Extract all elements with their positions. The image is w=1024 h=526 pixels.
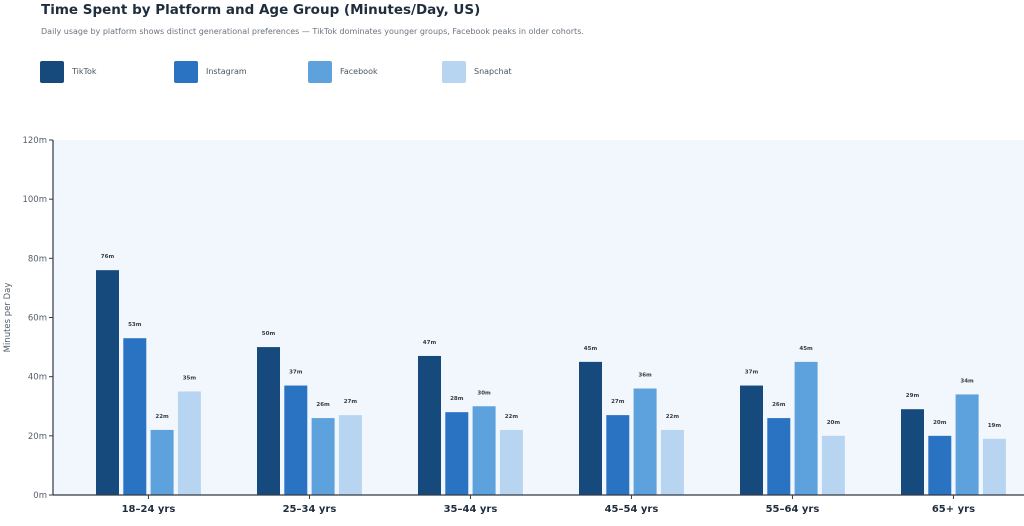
bar-instagram-55-64-yrs [767,418,791,495]
y-axis: 0m 20m 40m 60m 80m 100m 120m [22,136,53,501]
data-label-instagram-55-64-yrs: 26m [772,402,786,408]
data-label-tiktok-35-44-yrs: 47m [423,340,437,346]
bar-facebook-65-yrs [955,394,979,495]
bar-instagram-18-24-yrs [123,338,147,495]
legend-swatch-snapchat [442,61,466,83]
x-tick-label-35-44-yrs: 35–44 yrs [444,504,498,515]
y-tick-label: 60m [28,314,47,324]
data-label-snapchat-35-44-yrs: 22m [505,414,519,420]
x-tick-label-25-34-yrs: 25–34 yrs [283,504,337,515]
bar-snapchat-25-34-yrs [338,415,362,495]
x-tick-label-65-yrs: 65+ yrs [932,504,975,515]
data-labels: 76m 53m 22m 35m 50m 37m 26m 27m 47m 28m 30m 22m 45m 2… [101,254,1002,429]
y-tick-label: 0m [33,491,47,501]
bar-tiktok-55-64-yrs [740,385,763,495]
bar-instagram-45-54-yrs [606,415,630,495]
bar-snapchat-18-24-yrs [177,391,201,495]
bar-facebook-55-64-yrs [794,361,818,495]
data-label-snapchat-18-24-yrs: 35m [183,375,197,381]
bar-facebook-25-34-yrs [311,418,335,495]
data-label-tiktok-55-64-yrs: 37m [745,370,759,376]
data-label-instagram-65-yrs: 20m [933,420,947,426]
bar-instagram-25-34-yrs [284,385,308,495]
bar-instagram-35-44-yrs [445,412,469,495]
x-tick-label-55-64-yrs: 55–64 yrs [766,504,820,515]
bar-instagram-65-yrs [928,435,952,495]
y-tick-label: 80m [28,254,47,264]
data-label-snapchat-45-54-yrs: 22m [666,414,680,420]
data-label-facebook-25-34-yrs: 26m [316,402,330,408]
legend-label-instagram: Instagram [206,67,247,76]
data-label-tiktok-18-24-yrs: 76m [101,254,115,260]
x-axis: 18–24 yrs 25–34 yrs 35–44 yrs 45–54 yrs 55–6… [122,495,975,515]
y-tick-label: 20m [28,432,47,442]
bar-facebook-18-24-yrs [150,429,174,495]
x-tick-label-18-24-yrs: 18–24 yrs [122,504,176,515]
data-label-snapchat-65-yrs: 19m [988,423,1002,429]
data-label-snapchat-55-64-yrs: 20m [827,420,841,426]
data-label-facebook-55-64-yrs: 45m [799,346,813,352]
bars [96,270,1006,495]
legend-swatch-tiktok [40,61,64,83]
data-label-instagram-25-34-yrs: 37m [289,370,303,376]
data-label-tiktok-25-34-yrs: 50m [262,331,276,337]
bar-snapchat-45-54-yrs [660,429,684,495]
bar-snapchat-55-64-yrs [821,435,845,495]
bar-facebook-35-44-yrs [472,406,496,495]
y-axis-label: Minutes per Day [3,283,13,353]
data-label-tiktok-45-54-yrs: 45m [584,346,598,352]
data-label-snapchat-25-34-yrs: 27m [344,399,358,405]
y-tick-label: 100m [22,195,47,205]
bar-snapchat-65-yrs [982,438,1006,495]
data-label-facebook-45-54-yrs: 36m [638,373,652,379]
data-label-instagram-45-54-yrs: 27m [611,399,625,405]
plot-background [53,140,1024,495]
bar-tiktok-35-44-yrs [418,355,441,495]
data-label-tiktok-65-yrs: 29m [906,393,920,399]
chart-title: Time Spent by Platform and Age Group (Mi… [41,2,481,18]
legend-label-snapchat: Snapchat [474,67,512,76]
legend-swatch-instagram [174,61,198,83]
data-label-facebook-65-yrs: 34m [960,378,974,384]
y-tick-label: 120m [22,136,47,146]
data-label-facebook-18-24-yrs: 22m [155,414,169,420]
bar-tiktok-45-54-yrs [579,361,602,495]
legend-swatch-facebook [308,61,332,83]
bar-tiktok-18-24-yrs [96,270,119,495]
bar-tiktok-25-34-yrs [257,347,280,495]
bar-tiktok-65-yrs [901,409,924,495]
data-label-instagram-35-44-yrs: 28m [450,396,464,402]
legend: TikTok Instagram Facebook Snapchat [40,61,600,83]
data-label-facebook-35-44-yrs: 30m [477,390,491,396]
legend-label-tiktok: TikTok [72,67,97,76]
data-label-instagram-18-24-yrs: 53m [128,322,142,328]
y-tick-label: 40m [28,373,47,383]
bar-snapchat-35-44-yrs [499,429,523,495]
legend-label-facebook: Facebook [340,67,378,76]
bar-facebook-45-54-yrs [633,388,657,495]
x-tick-label-45-54-yrs: 45–54 yrs [605,504,659,515]
chart-subtitle: Daily usage by platform shows distinct g… [41,27,584,36]
